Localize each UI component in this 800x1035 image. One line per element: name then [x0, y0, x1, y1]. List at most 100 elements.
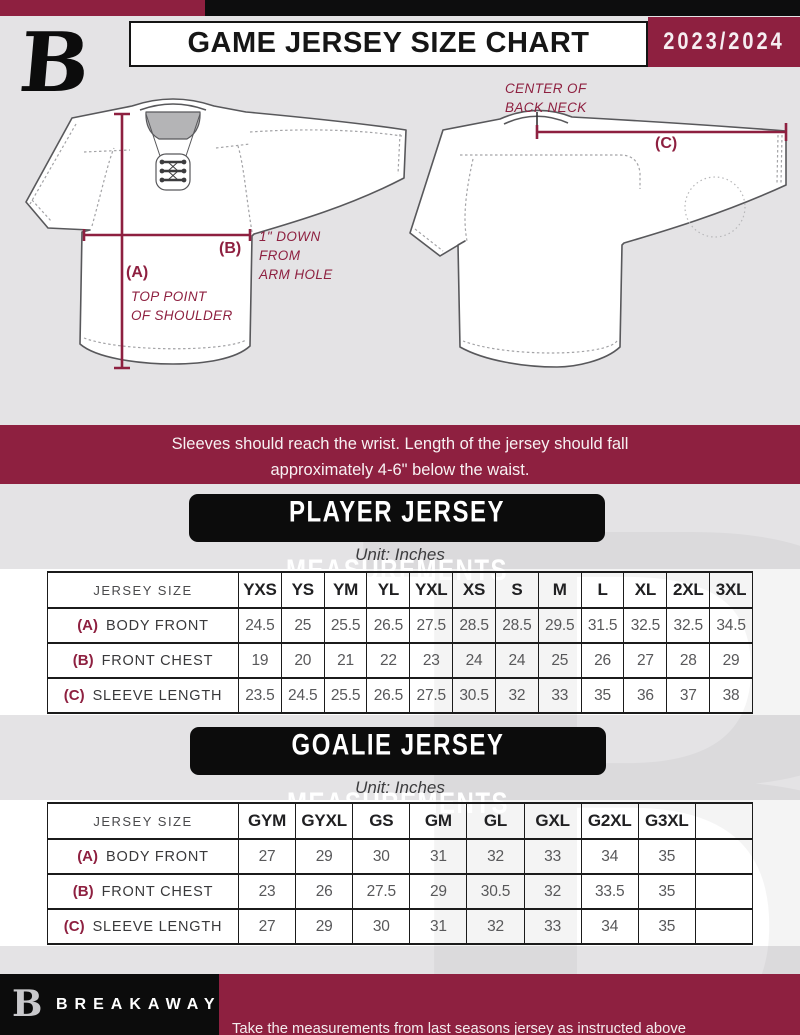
top-accent-bar-black [205, 0, 800, 16]
footer-breakaway-logo-icon: B [12, 983, 43, 1025]
row-mark: (B) [72, 883, 94, 900]
size-column-header: YM [324, 573, 368, 609]
row-label-text: SLEEVE LENGTH [92, 687, 223, 704]
row-label-text: FRONT CHEST [101, 883, 214, 900]
measurement-line-a [114, 112, 130, 370]
row-mark: (C) [63, 918, 85, 935]
player-unit-label: Unit: Inches [355, 545, 445, 564]
value-cell: 23.5 [239, 679, 282, 714]
season-badge: 2023/2024 [648, 17, 800, 67]
value-cell: 27 [624, 644, 668, 679]
front-collar-panel [145, 111, 201, 140]
size-column-header: YXS [239, 573, 282, 609]
footer-text-panel [219, 974, 800, 1035]
value-cell: 27.5 [410, 609, 454, 644]
row-label-text: BODY FRONT [106, 617, 209, 634]
value-cell: 25 [538, 644, 582, 679]
size-column-header: GYXL [296, 804, 354, 840]
value-cell: 26 [296, 875, 354, 910]
value-cell: 30.5 [467, 875, 525, 910]
value-cell: 26.5 [367, 679, 411, 714]
player-measurements-table: JERSEY SIZE YXS YS YM YL YXL XS S M L XL 2XL 3XL (A) B… [47, 571, 753, 714]
front-collar-inner [139, 103, 207, 111]
value-cell: 30 [353, 910, 411, 945]
value-cell: 32 [467, 910, 525, 945]
value-cell [695, 840, 753, 875]
row-label-cell: (C) SLEEVE LENGTH [48, 910, 239, 945]
season-label: 2023/2024 [663, 29, 785, 55]
banner-line-2: approximately 4-6" below the waist. [270, 460, 530, 479]
row-mark: (A) [77, 848, 99, 865]
value-cell: 26.5 [367, 609, 411, 644]
row-label-cell: (A) BODY FRONT [48, 609, 239, 644]
value-cell: 27.5 [353, 875, 411, 910]
value-cell: 25 [281, 609, 325, 644]
back-collar-inner [503, 115, 569, 125]
value-cell: 29.5 [538, 609, 582, 644]
value-cell: 32 [467, 840, 525, 875]
banner-line-1: Sleeves should reach the wrist. Length o… [171, 435, 629, 453]
size-column-header: XS [453, 573, 496, 609]
center-back-neck-note: CENTER OF BACK NECK [505, 81, 587, 116]
size-column-header: 2XL [667, 573, 711, 609]
size-column-header [695, 804, 753, 840]
value-cell: 38 [710, 679, 753, 714]
value-cell: 34 [581, 910, 639, 945]
value-cell: 24 [495, 644, 539, 679]
size-column-header: XL [624, 573, 668, 609]
size-column-header: GXL [524, 804, 582, 840]
row-label-text: BODY FRONT [106, 848, 209, 865]
value-cell: 31.5 [581, 609, 625, 644]
size-column-header: GM [410, 804, 468, 840]
value-cell: 33.5 [581, 875, 639, 910]
value-cell: 27.5 [410, 679, 454, 714]
breakaway-logo-icon: B [15, 15, 94, 111]
goalie-measurements-table: JERSEY SIZE GYM GYXL GS GM GL GXL G2XL G3XL (A) BO… [47, 802, 753, 945]
value-cell: 29 [710, 644, 753, 679]
value-cell: 26 [581, 644, 625, 679]
back-jersey-body [409, 109, 787, 368]
value-cell: 34 [581, 840, 639, 875]
value-cell: 32.5 [667, 609, 711, 644]
table-corner-label: JERSEY SIZE [48, 804, 239, 840]
value-cell: 23 [239, 875, 297, 910]
size-column-header: S [495, 573, 539, 609]
size-column-header: YS [281, 573, 325, 609]
value-cell: 29 [410, 875, 468, 910]
front-lace-detail [160, 160, 186, 182]
value-cell: 25.5 [324, 609, 368, 644]
footer-brand-name: BREAKAWAY [56, 996, 222, 1013]
row-mark: (B) [72, 652, 94, 669]
value-cell: 30.5 [453, 679, 496, 714]
player-section-header: PLAYER JERSEY MEASUREMENTS [189, 494, 605, 587]
size-column-header: M [538, 573, 582, 609]
page-title-box: GAME JERSEY SIZE CHART [129, 21, 648, 67]
value-cell [695, 875, 753, 910]
value-cell: 35 [638, 910, 696, 945]
row-label-text: SLEEVE LENGTH [92, 918, 223, 935]
value-cell: 33 [538, 679, 582, 714]
mark-b-label: (B) [219, 240, 242, 257]
value-cell: 30 [353, 840, 411, 875]
size-column-header: YXL [410, 573, 454, 609]
front-jersey-diagram [25, 98, 407, 370]
value-cell: 24.5 [281, 679, 325, 714]
value-cell: 19 [239, 644, 282, 679]
value-cell [695, 910, 753, 945]
value-cell: 29 [296, 840, 354, 875]
value-cell: 37 [667, 679, 711, 714]
value-cell: 24.5 [239, 609, 282, 644]
top-accent-bar-maroon [0, 0, 205, 16]
goalie-section-header: GOALIE JERSEY MEASUREMENTS [190, 727, 606, 820]
value-cell: 35 [581, 679, 625, 714]
value-cell: 28 [667, 644, 711, 679]
value-cell: 28.5 [495, 609, 539, 644]
value-cell: 23 [410, 644, 454, 679]
size-column-header: YL [367, 573, 411, 609]
value-cell: 33 [524, 840, 582, 875]
value-cell: 29 [296, 910, 354, 945]
size-column-header: GS [353, 804, 411, 840]
row-mark: (A) [77, 617, 99, 634]
front-stitch-lines [29, 123, 403, 350]
